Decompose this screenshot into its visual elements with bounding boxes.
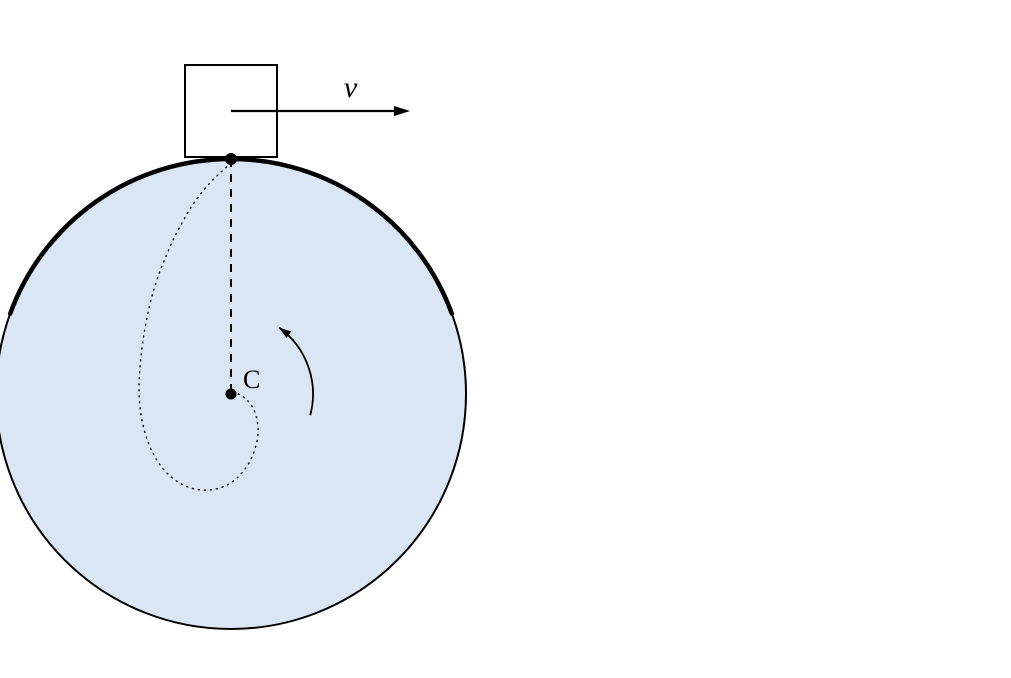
center-dot <box>226 389 237 400</box>
center-label: C <box>243 365 260 394</box>
velocity-label: v <box>344 71 358 104</box>
contact-dot <box>225 153 237 165</box>
